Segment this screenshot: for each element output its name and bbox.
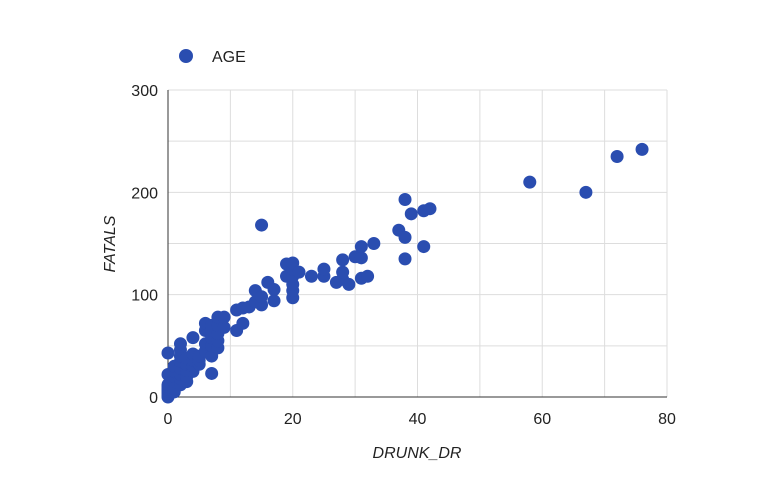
data-point [173, 337, 187, 351]
axes [167, 90, 667, 398]
data-point [186, 331, 200, 345]
x-tick-label: 40 [409, 411, 427, 428]
y-tick-label: 100 [131, 288, 158, 305]
data-point [317, 262, 331, 276]
data-point [255, 290, 269, 304]
data-point [354, 251, 368, 265]
data-point [398, 192, 412, 206]
data-point [205, 366, 219, 380]
data-point [354, 240, 368, 254]
data-point [398, 252, 412, 266]
data-point [367, 237, 381, 250]
x-tick-label: 80 [658, 411, 676, 428]
data-point [342, 277, 356, 291]
data-point [635, 142, 649, 156]
x-tick-labels: 0 20 40 60 80 [164, 411, 676, 428]
data-point [236, 316, 250, 330]
data-point [217, 320, 231, 334]
x-tick-label: 0 [164, 411, 173, 428]
gridlines [168, 89, 668, 397]
y-tick-labels: 0 100 200 300 [131, 83, 158, 407]
data-point [336, 265, 350, 279]
data-point [579, 185, 593, 199]
data-point [286, 256, 300, 270]
data-point [255, 218, 269, 232]
data-point [267, 294, 281, 308]
data-point [267, 283, 281, 297]
y-tick-label: 200 [131, 185, 158, 202]
legend: AGE [179, 49, 246, 66]
data-point [523, 175, 537, 189]
x-tick-label: 20 [284, 411, 302, 428]
legend-label: AGE [212, 49, 246, 66]
y-tick-label: 300 [131, 83, 158, 100]
data-point [417, 240, 431, 254]
data-point [398, 230, 412, 244]
data-point [361, 269, 375, 283]
data-point [161, 346, 175, 360]
y-tick-label: 0 [149, 390, 158, 407]
legend-marker [179, 49, 193, 63]
data-point [292, 265, 306, 279]
data-point [217, 310, 231, 324]
data-point [336, 253, 350, 267]
x-tick-label: 60 [533, 411, 551, 428]
data-point [404, 207, 418, 221]
data-point [304, 269, 318, 283]
y-axis-title: FATALS [102, 215, 119, 272]
x-axis-title: DRUNK_DR [373, 445, 462, 462]
data-points [161, 142, 649, 404]
data-point [423, 202, 437, 216]
data-point [610, 150, 624, 164]
